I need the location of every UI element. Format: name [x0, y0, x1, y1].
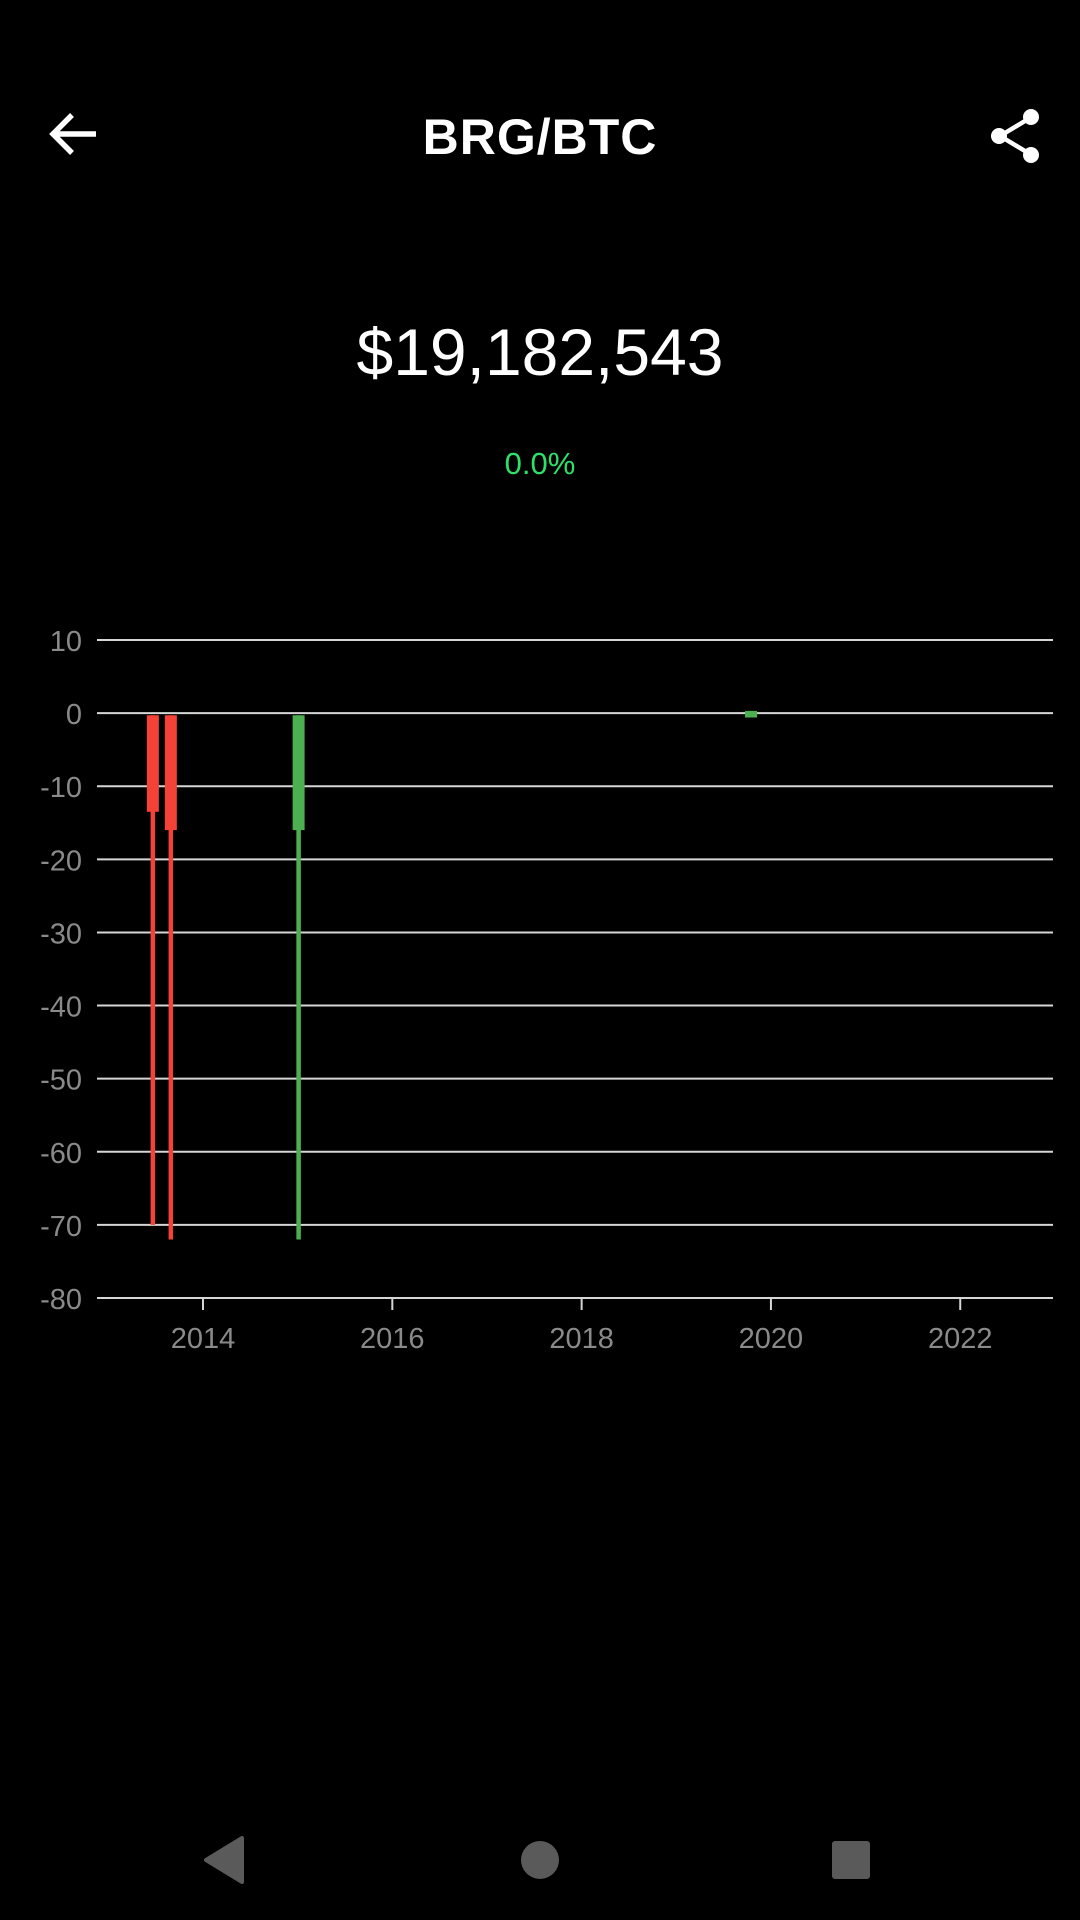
nav-back-button[interactable] [178, 1812, 274, 1908]
candle-wick [296, 715, 301, 1240]
x-tick-label: 2014 [171, 1323, 236, 1355]
candle-body [745, 710, 758, 718]
y-tick-label: -70 [40, 1211, 82, 1243]
y-tick-label: -80 [40, 1284, 82, 1316]
candlestick-chart[interactable]: 10 0 -10 -20 -30 -40 -50 -60 -70 -80 2014 2016 2018 2… [0, 600, 1080, 1360]
label-layer: 10 0 -10 -20 -30 -40 -50 -60 -70 -80 2014 2016 2018 2… [40, 626, 992, 1355]
y-tick-label: -40 [40, 992, 82, 1024]
page-title: BRG/BTC [422, 109, 658, 165]
candle[interactable] [745, 710, 758, 718]
back-button[interactable] [40, 100, 108, 168]
candle-body [164, 715, 177, 831]
x-tick-label: 2016 [360, 1323, 425, 1355]
candle[interactable] [164, 715, 177, 1240]
x-tick-label: 2018 [549, 1323, 614, 1355]
nav-recents-button[interactable] [803, 1812, 899, 1908]
candle-wick [150, 715, 156, 1225]
x-tick-label: 2020 [739, 1323, 804, 1355]
system-nav-bar [0, 1800, 1080, 1920]
y-tick-label: 0 [66, 699, 82, 731]
y-tick-label: -30 [40, 918, 82, 950]
arrow-left-icon [49, 113, 96, 155]
share-icon [991, 109, 1039, 163]
circle-home-icon [521, 1841, 559, 1879]
x-tick-label: 2022 [928, 1323, 993, 1355]
candle[interactable] [146, 715, 159, 1225]
price-change: 0.0% [504, 446, 576, 481]
candle[interactable] [292, 715, 305, 1240]
square-recents-icon [832, 1841, 870, 1879]
app-bar: BRG/BTC [0, 0, 1080, 272]
nav-home-button[interactable] [492, 1812, 588, 1908]
grid-layer [97, 639, 1053, 1310]
share-button[interactable] [982, 102, 1050, 170]
triangle-back-icon [204, 1836, 244, 1884]
y-tick-label: -50 [40, 1065, 82, 1097]
y-tick-label: -60 [40, 1138, 82, 1170]
candle-body [146, 715, 159, 812]
y-tick-label: -20 [40, 845, 82, 877]
candle-body [292, 715, 305, 831]
candle-layer [146, 710, 758, 1240]
y-tick-label: 10 [50, 626, 82, 658]
candle-wick [168, 715, 174, 1240]
price-value: $19,182,543 [356, 315, 724, 389]
y-tick-label: -10 [40, 772, 82, 804]
